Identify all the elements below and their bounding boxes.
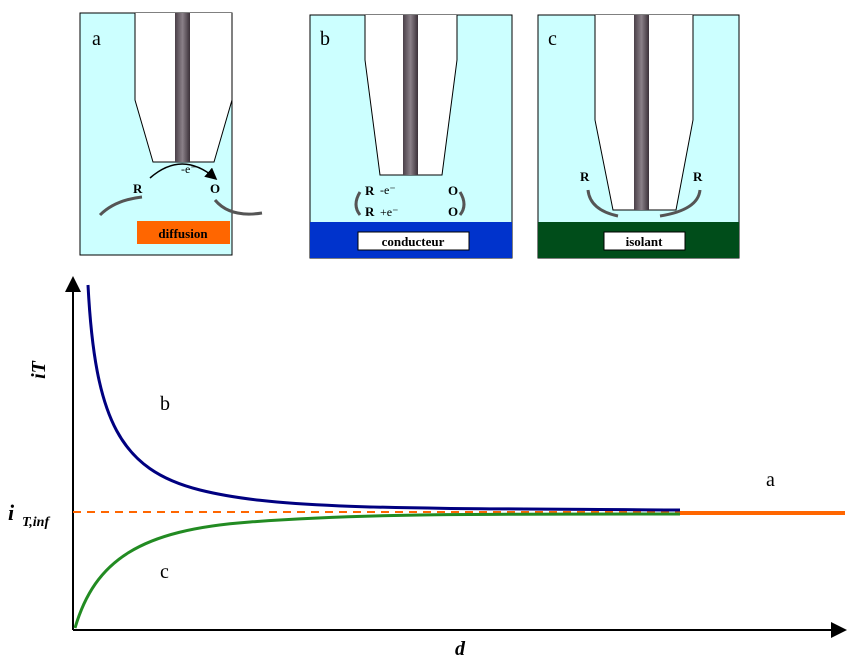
species: O <box>448 183 458 198</box>
curve-label: a <box>766 469 775 491</box>
panel-label: b <box>320 28 330 50</box>
panel-a: a -e⁻ R O diffusion <box>79 12 263 256</box>
caption: isolant <box>626 234 664 249</box>
panel-c: c R R isolant <box>537 14 740 259</box>
species: R <box>693 169 703 184</box>
reference-symbol: i <box>8 500 15 525</box>
graph: iT i T,inf d b c a <box>8 276 847 660</box>
species: R <box>580 169 590 184</box>
reaction: -e⁻ <box>380 183 396 197</box>
caption: conducteur <box>382 234 445 249</box>
x-axis-label: d <box>455 638 466 659</box>
species: R <box>133 181 143 196</box>
curve-label: b <box>160 393 170 415</box>
species: R <box>365 204 375 219</box>
reaction: +e⁻ <box>380 205 398 219</box>
reference-subscript: T,inf <box>22 515 50 530</box>
species: O <box>448 204 458 219</box>
panel-b: b R -e⁻ O R +e⁻ O conducteur <box>309 14 513 259</box>
panel-label: a <box>92 28 101 50</box>
curve-label: c <box>160 561 169 583</box>
panel-label: c <box>548 28 557 50</box>
caption: diffusion <box>158 226 208 241</box>
reaction: -e⁻ <box>181 162 197 176</box>
species: R <box>365 183 375 198</box>
species: O <box>210 181 220 196</box>
y-axis-label: iT <box>28 360 50 379</box>
